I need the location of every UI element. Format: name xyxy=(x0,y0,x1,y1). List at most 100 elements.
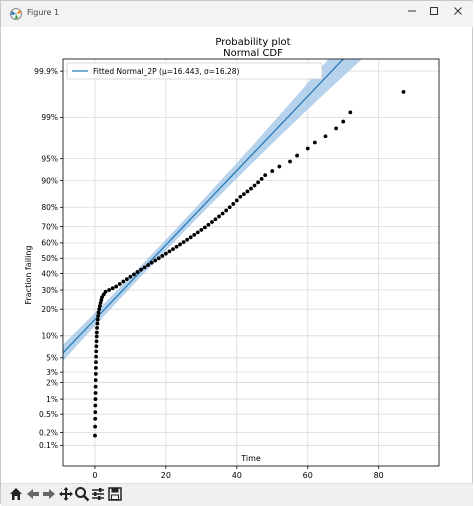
data-point xyxy=(94,360,98,365)
data-point xyxy=(178,242,182,247)
y-tick-label: 99% xyxy=(41,113,58,122)
data-point xyxy=(288,159,292,164)
y-tick-label: 1% xyxy=(46,395,58,404)
data-point xyxy=(252,183,257,188)
data-point xyxy=(199,228,204,232)
data-point xyxy=(103,289,108,294)
data-point xyxy=(149,260,154,265)
data-point xyxy=(295,153,300,158)
data-point xyxy=(224,208,229,213)
data-point xyxy=(188,235,193,240)
data-point xyxy=(93,391,98,395)
data-point xyxy=(100,295,104,300)
data-point xyxy=(259,176,264,181)
data-point xyxy=(96,314,101,318)
data-point xyxy=(94,344,99,349)
data-point xyxy=(117,282,122,286)
data-point xyxy=(323,134,328,139)
data-point xyxy=(94,349,99,354)
x-tick-label: 20 xyxy=(161,471,171,480)
data-point xyxy=(348,110,353,115)
data-point xyxy=(121,279,126,284)
close-icon xyxy=(454,7,462,15)
y-tick-label: 2% xyxy=(46,378,58,387)
probability-plot-figure: Probability plot Normal CDF 0 20 40 60 80 0.… xyxy=(24,37,440,480)
data-point xyxy=(312,140,317,145)
data-point xyxy=(96,310,101,315)
data-point xyxy=(94,339,99,344)
y-tick-label: 20% xyxy=(41,305,58,314)
y-tick-label: 80% xyxy=(41,203,58,212)
zoom-icon[interactable] xyxy=(74,486,90,502)
minimize-button[interactable] xyxy=(401,5,423,22)
data-point xyxy=(93,424,98,429)
data-point xyxy=(107,288,112,292)
data-point xyxy=(124,277,129,282)
home-icon[interactable] xyxy=(8,486,24,502)
maximize-icon xyxy=(430,7,438,15)
data-point xyxy=(146,263,151,267)
data-point xyxy=(95,317,100,322)
legend: Fitted Normal_2P (μ=16.443, σ=16.28) xyxy=(66,62,323,80)
data-point xyxy=(242,192,246,197)
data-point xyxy=(93,378,98,383)
pan-icon[interactable] xyxy=(58,486,74,502)
data-point xyxy=(114,284,119,289)
data-point xyxy=(93,372,98,376)
matplotlib-app-icon xyxy=(10,8,22,20)
data-point xyxy=(132,272,136,277)
data-point xyxy=(94,334,99,339)
data-point xyxy=(135,270,140,274)
data-point xyxy=(220,211,225,216)
data-point xyxy=(195,230,200,235)
x-tick-label: 0 xyxy=(92,471,97,480)
data-point xyxy=(95,325,99,330)
maximize-button[interactable] xyxy=(423,5,445,22)
title-bar[interactable]: Figure 1 xyxy=(1,1,473,27)
x-tick-label: 60 xyxy=(303,471,313,480)
y-tick-label: 0.2% xyxy=(39,428,58,437)
data-point xyxy=(206,222,211,227)
data-point xyxy=(156,256,161,261)
data-point xyxy=(341,119,346,124)
data-point xyxy=(202,225,207,230)
data-point xyxy=(93,410,98,415)
legend-box xyxy=(66,62,323,80)
data-point xyxy=(98,301,103,305)
y-tick-label: 3% xyxy=(46,368,58,377)
minimize-icon xyxy=(408,10,416,12)
data-point xyxy=(110,286,115,291)
data-point xyxy=(153,258,158,263)
data-point xyxy=(185,237,190,242)
y-tick-label: 95% xyxy=(41,154,58,163)
y-tick-label: 99.9% xyxy=(34,67,58,76)
y-tick-label: 60% xyxy=(41,239,58,248)
close-button[interactable] xyxy=(447,5,469,22)
grid xyxy=(63,59,439,466)
data-point xyxy=(234,198,239,203)
x-axis-label: Time xyxy=(240,454,261,463)
data-point xyxy=(160,254,165,258)
y-tick-label: 10% xyxy=(41,332,58,341)
data-point xyxy=(334,126,339,131)
data-point xyxy=(163,251,168,256)
data-point xyxy=(93,403,98,408)
save-icon[interactable] xyxy=(107,486,123,502)
chart-subtitle: Normal CDF xyxy=(223,48,283,59)
y-tick-label: 0.5% xyxy=(39,410,58,419)
data-point xyxy=(210,220,214,224)
y-tick-label: 40% xyxy=(41,269,58,278)
data-point xyxy=(277,164,282,169)
data-point xyxy=(249,186,253,191)
back-arrow-icon[interactable] xyxy=(25,486,41,502)
data-point xyxy=(171,247,175,251)
forward-arrow-icon[interactable] xyxy=(41,486,57,502)
data-point xyxy=(97,307,102,312)
fit-line xyxy=(63,59,345,354)
y-axis-ticks: 0.1% 0.2% 0.5% 1% 2%3% 5% 10% 20% 30% 40% 50% 60% 70… xyxy=(34,67,63,450)
configure-subplots-icon[interactable] xyxy=(90,486,106,502)
x-tick-label: 40 xyxy=(232,471,242,480)
y-tick-label: 70% xyxy=(41,222,58,231)
data-point xyxy=(94,330,99,335)
